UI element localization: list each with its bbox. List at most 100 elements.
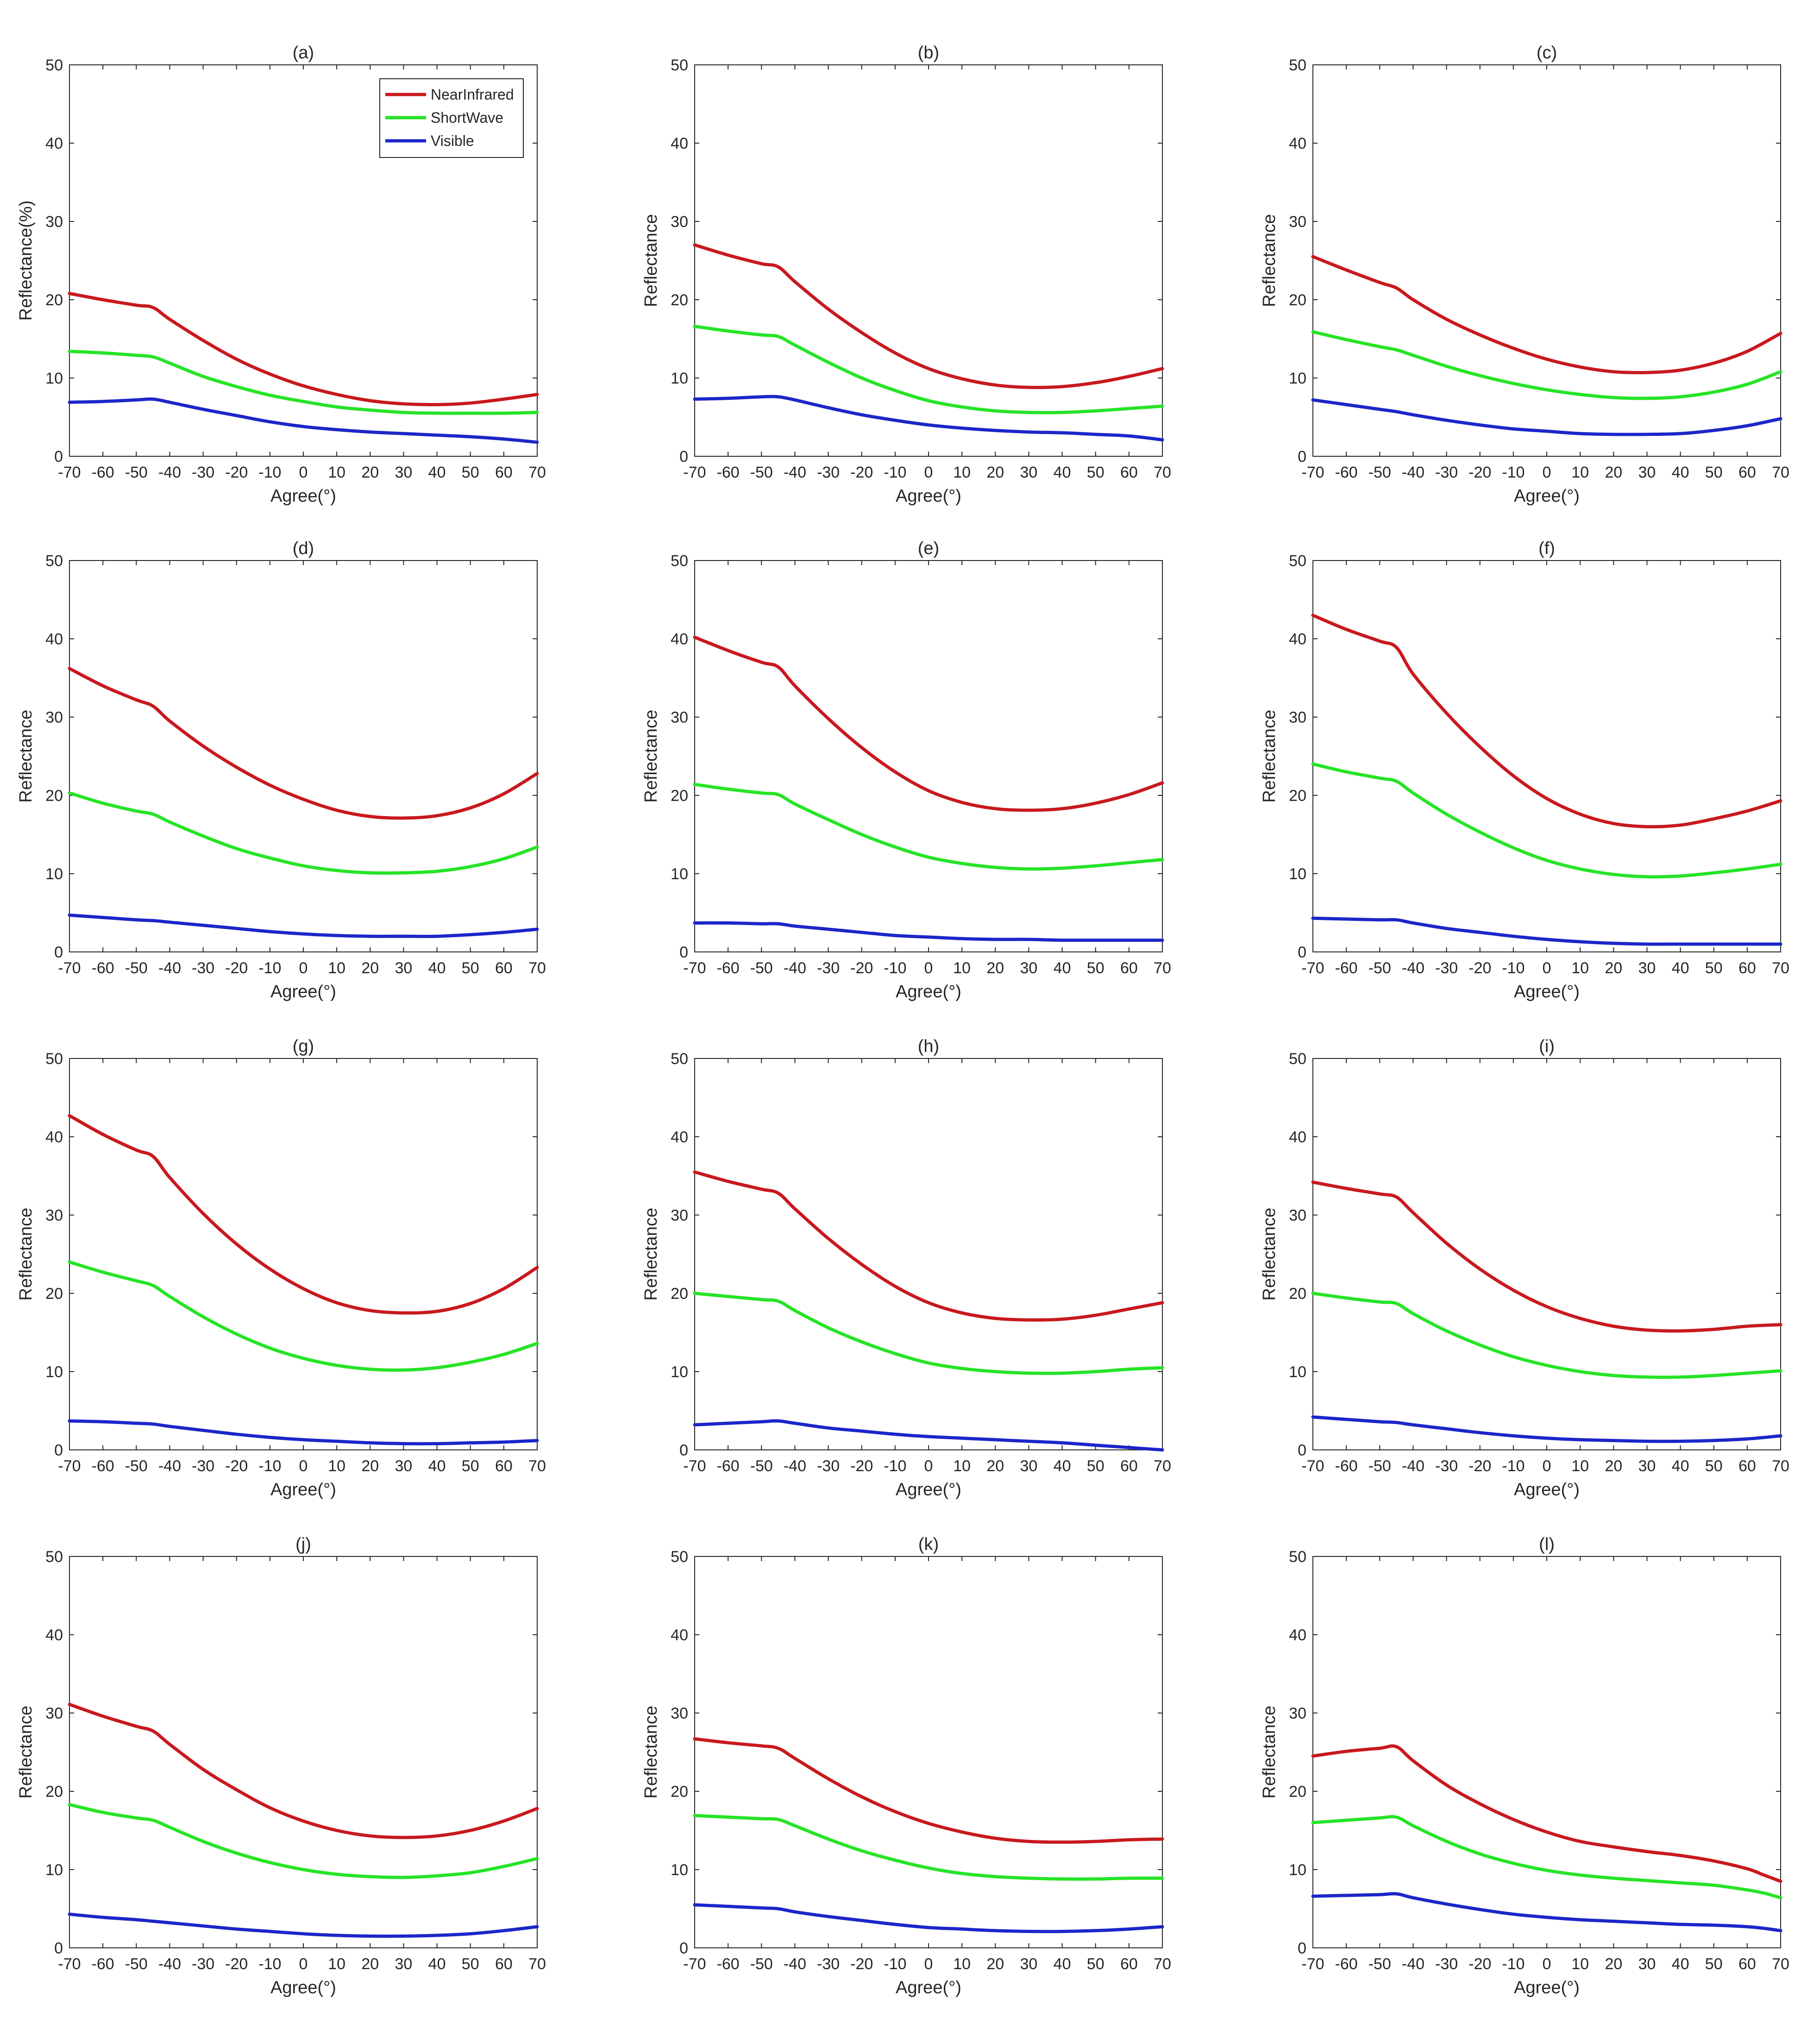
panel-title: (a) (293, 43, 314, 63)
series-line-nearinfrared (68, 292, 539, 407)
x-tick-label: 30 (1020, 1457, 1038, 1475)
x-axis-label: Agree(°) (270, 1480, 336, 1499)
series-line-shortwave (693, 1814, 1164, 1881)
panel-title: (i) (1539, 1037, 1555, 1056)
x-tick-label: -60 (1335, 1955, 1358, 1973)
x-tick-label: 20 (1605, 1457, 1622, 1475)
x-tick-label: 60 (495, 1955, 513, 1973)
x-tick-label: 20 (986, 464, 1004, 481)
x-tick-label: -30 (817, 1955, 840, 1973)
x-tick-label: 30 (1638, 1955, 1656, 1973)
x-tick-label: 40 (428, 1457, 446, 1475)
x-axis-label: Agree(°) (270, 1978, 336, 1997)
panel-title: (l) (1539, 1535, 1555, 1554)
panel-f: -70 -60 -50 -40 -30 -20 -10 0 10 20 30 40 50 60 70 0 10 2… (1260, 539, 1789, 1001)
y-tick-label: 0 (679, 1442, 688, 1459)
y-axis-label: Reflectance (641, 214, 661, 307)
x-tick-label: -70 (1301, 1457, 1324, 1475)
x-tick-label: 30 (1638, 959, 1656, 977)
x-tick-label: 30 (1638, 1457, 1656, 1475)
series-line-visible (693, 395, 1164, 441)
x-tick-label: -20 (225, 959, 248, 977)
y-tick-label: 10 (45, 1363, 63, 1381)
series-line-nearinfrared (1311, 255, 1782, 374)
y-tick-label: 10 (671, 865, 688, 883)
x-tick-label: 20 (986, 959, 1004, 977)
series-line-shortwave (1311, 1291, 1782, 1379)
series-line-shortwave (693, 782, 1164, 871)
x-tick-label: 30 (1020, 464, 1038, 481)
x-tick-label: 20 (1605, 1955, 1622, 1973)
y-tick-label: 30 (45, 709, 63, 726)
x-tick-label: -20 (225, 1457, 248, 1475)
x-tick-label: -30 (192, 464, 214, 481)
x-tick-label: 30 (395, 1955, 413, 1973)
x-tick-label: -10 (884, 1457, 906, 1475)
x-tick-label: 50 (462, 464, 479, 481)
x-tick-label: -70 (1301, 464, 1324, 481)
x-tick-label: -20 (225, 1955, 248, 1973)
x-tick-label: 10 (1571, 1457, 1589, 1475)
x-tick-label: -70 (58, 464, 81, 481)
y-tick-label: 20 (45, 1783, 63, 1801)
y-axis-label: Reflectance (1260, 214, 1279, 307)
panel-l: -70 -60 -50 -40 -30 -20 -10 0 10 20 30 40 50 60 70 0 10 2… (1260, 1535, 1789, 1997)
x-tick-label: 30 (1020, 959, 1038, 977)
y-tick-label: 30 (45, 213, 63, 231)
y-axis-label: Reflectance (16, 1706, 36, 1799)
y-tick-label: 0 (1298, 1442, 1306, 1459)
y-tick-label: 50 (1289, 552, 1306, 570)
x-tick-label: -70 (58, 1457, 81, 1475)
series-line-nearinfrared (68, 1702, 539, 1839)
panel-title: (c) (1537, 43, 1557, 63)
y-tick-label: 10 (671, 370, 688, 387)
y-tick-label: 30 (671, 1705, 688, 1722)
x-tick-label: 10 (328, 959, 345, 977)
x-axis-label: Agree(°) (1514, 486, 1580, 506)
x-tick-label: -20 (850, 1457, 873, 1475)
x-tick-label: 70 (1772, 1955, 1789, 1973)
x-tick-label: -30 (192, 959, 214, 977)
x-tick-label: -70 (58, 1955, 81, 1973)
y-tick-label: 40 (45, 630, 63, 648)
legend-label: Visible (431, 132, 474, 149)
x-tick-label: 30 (1020, 1955, 1038, 1973)
x-tick-label: 50 (462, 959, 479, 977)
x-tick-label: -30 (1435, 1457, 1458, 1475)
y-tick-label: 30 (671, 709, 688, 726)
x-tick-label: 20 (361, 1457, 379, 1475)
x-tick-label: 10 (328, 1457, 345, 1475)
y-tick-label: 50 (671, 1050, 688, 1068)
panel-d: -70 -60 -50 -40 -30 -20 -10 0 10 20 30 40 50 60 70 0 10 2… (16, 539, 546, 1001)
x-tick-label: -10 (258, 464, 281, 481)
y-tick-label: 30 (671, 213, 688, 231)
plot-frame (1312, 560, 1781, 952)
x-tick-label: -50 (1368, 959, 1391, 977)
x-tick-label: 10 (1571, 464, 1589, 481)
x-tick-label: -30 (1435, 1955, 1458, 1973)
series-line-nearinfrared (693, 1170, 1164, 1322)
x-tick-label: -70 (683, 1457, 706, 1475)
x-tick-label: -20 (1469, 1457, 1491, 1475)
x-axis-label: Agree(°) (896, 1480, 961, 1499)
x-tick-label: 60 (495, 1457, 513, 1475)
x-tick-label: 40 (428, 1955, 446, 1973)
legend-label: ShortWave (431, 109, 503, 126)
x-tick-label: 0 (299, 959, 308, 977)
x-tick-label: 40 (1054, 959, 1071, 977)
series-line-shortwave (1311, 330, 1782, 400)
y-tick-label: 50 (671, 57, 688, 74)
y-tick-label: 20 (1289, 1783, 1306, 1801)
y-axis-label: Reflectance (1260, 1706, 1279, 1799)
x-tick-label: -50 (750, 1955, 773, 1973)
y-tick-label: 40 (45, 1128, 63, 1146)
y-tick-label: 50 (45, 1548, 63, 1566)
x-tick-label: -60 (92, 1955, 114, 1973)
x-tick-label: 40 (1672, 464, 1689, 481)
y-tick-label: 40 (671, 1128, 688, 1146)
y-tick-label: 0 (54, 1442, 63, 1459)
series-line-shortwave (68, 1803, 539, 1879)
x-tick-label: -10 (258, 1457, 281, 1475)
y-tick-label: 40 (1289, 135, 1306, 152)
